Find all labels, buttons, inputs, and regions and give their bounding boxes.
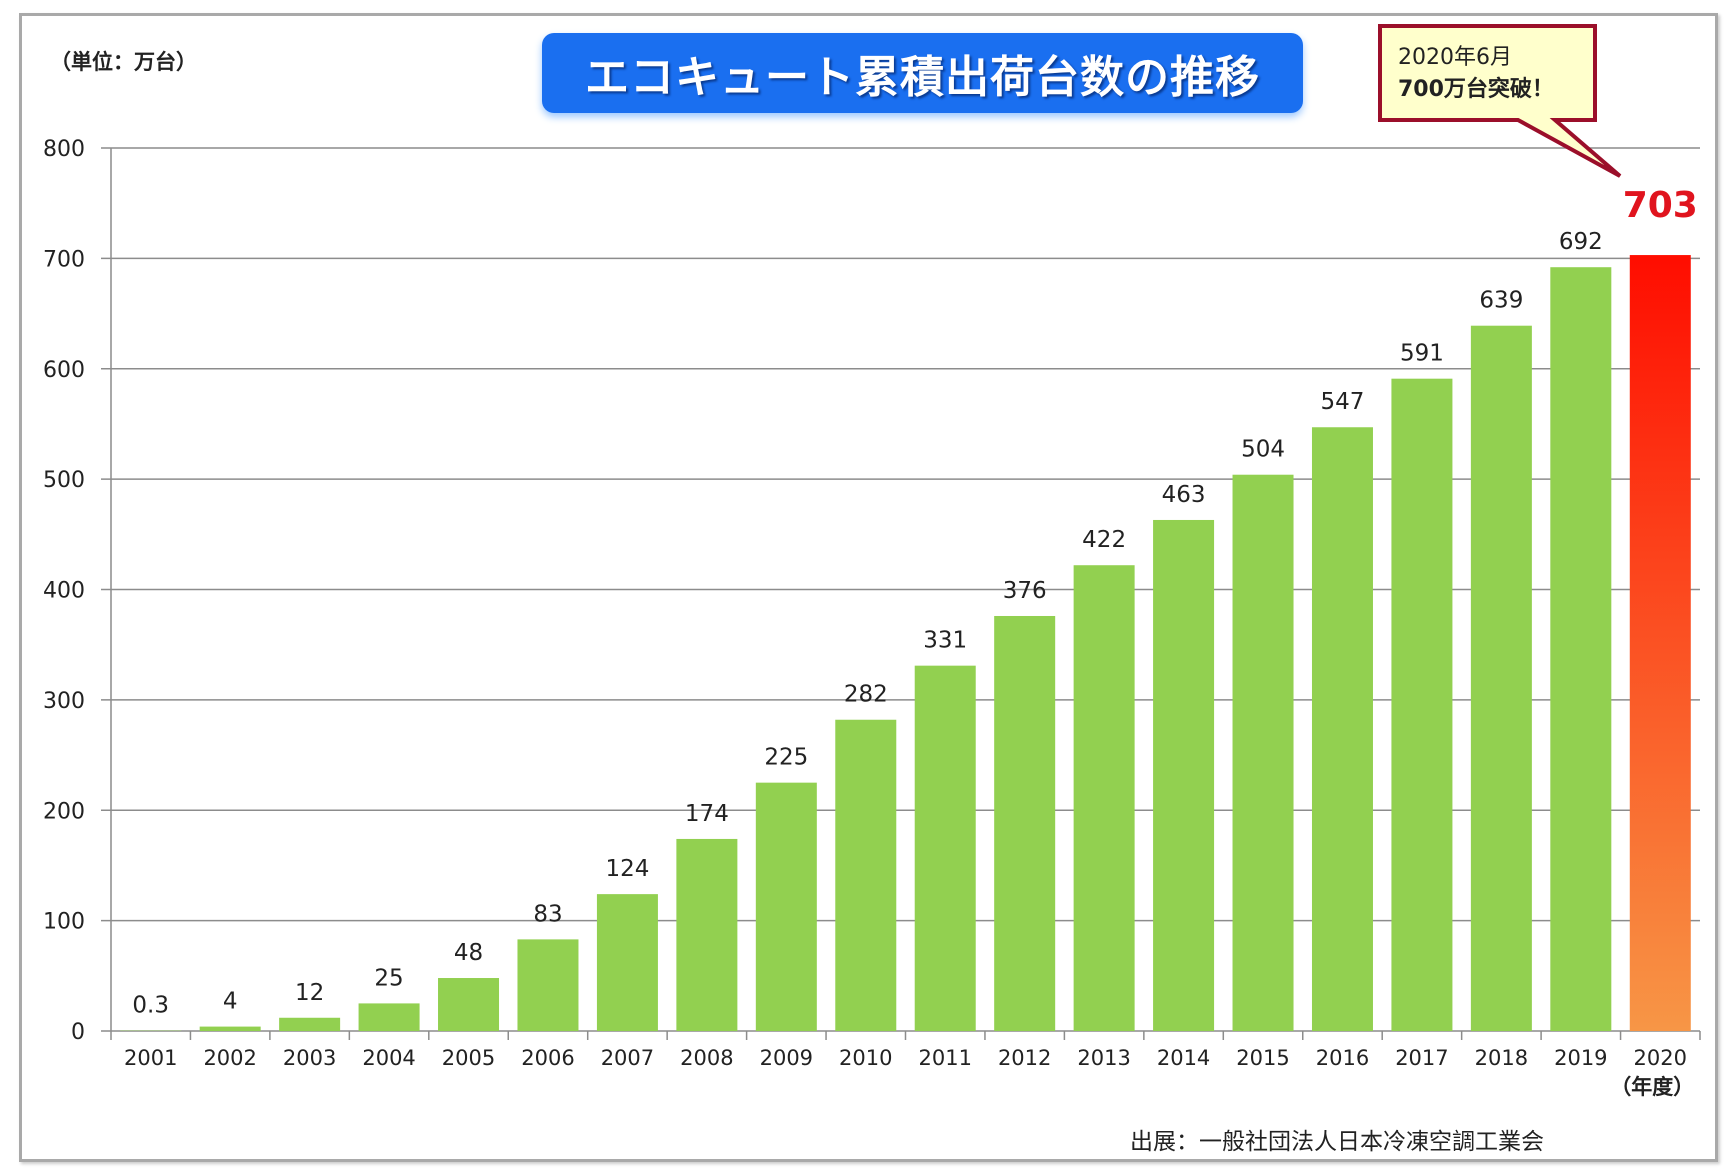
bar-2010 <box>835 719 897 1031</box>
x-tick-label: 2018 <box>1475 1046 1528 1070</box>
x-tick-label: 2017 <box>1395 1046 1448 1070</box>
x-tick-label: 2010 <box>839 1046 892 1070</box>
bar-2007 <box>596 894 658 1031</box>
callout-box <box>1378 24 1622 178</box>
value-label: 422 <box>1082 527 1126 553</box>
unit-label: （単位：万台） <box>50 50 197 74</box>
bar-2008 <box>676 838 738 1031</box>
x-tick-label: 2008 <box>680 1046 733 1070</box>
x-axis-label: （年度） <box>1610 1075 1694 1099</box>
bar-2013 <box>1073 565 1135 1031</box>
x-tick-label: 2003 <box>283 1046 336 1070</box>
y-tick-label: 100 <box>43 910 85 935</box>
bar-2009 <box>755 782 817 1031</box>
bar-2004 <box>358 1003 420 1031</box>
x-tick-label: 2016 <box>1316 1046 1369 1070</box>
bar-2012 <box>994 615 1056 1031</box>
x-tick-label: 2011 <box>918 1046 971 1070</box>
value-label: 25 <box>374 965 403 991</box>
bar-2014 <box>1153 519 1215 1031</box>
value-label: 12 <box>295 980 324 1006</box>
x-tick-label: 2006 <box>521 1046 574 1070</box>
x-tick-label: 2004 <box>362 1046 415 1070</box>
value-label-highlight: 703 <box>1623 185 1698 226</box>
y-tick-label: 0 <box>71 1020 85 1045</box>
bar-2018 <box>1470 325 1532 1031</box>
bar-2015 <box>1232 474 1294 1032</box>
y-tick-label: 600 <box>43 358 85 383</box>
value-label: 83 <box>533 901 562 927</box>
x-tick-label: 2007 <box>601 1046 654 1070</box>
x-tick-label: 2020 <box>1634 1046 1687 1070</box>
y-tick-label: 700 <box>43 247 85 272</box>
value-label: 504 <box>1241 437 1285 463</box>
x-tick-label: 2013 <box>1077 1046 1130 1070</box>
value-label: 0.3 <box>132 993 169 1019</box>
value-label: 48 <box>454 940 483 966</box>
value-label: 4 <box>223 989 238 1015</box>
value-label: 124 <box>605 856 649 882</box>
value-label: 376 <box>1003 578 1047 604</box>
value-label: 225 <box>764 745 808 771</box>
bar-2016 <box>1311 427 1373 1031</box>
bar-2017 <box>1391 378 1453 1032</box>
bar-2003 <box>279 1017 341 1031</box>
chart-title: エコキュート累積出荷台数の推移 <box>542 33 1303 113</box>
bar-2005 <box>438 978 500 1031</box>
y-tick-label: 300 <box>43 689 85 714</box>
callout-line1: 2020年6月 <box>1398 45 1512 70</box>
x-tick-label: 2015 <box>1236 1046 1289 1070</box>
value-label: 547 <box>1321 389 1365 415</box>
bar-2011 <box>914 665 976 1031</box>
value-label: 692 <box>1559 229 1603 255</box>
y-tick-label: 500 <box>43 468 85 493</box>
value-label: 282 <box>844 682 888 708</box>
value-label: 331 <box>923 628 967 654</box>
x-tick-label: 2005 <box>442 1046 495 1070</box>
callout-line2: 700万台突破！ <box>1398 76 1554 102</box>
x-tick-label: 2009 <box>760 1046 813 1070</box>
bar-2006 <box>517 939 579 1031</box>
source-note: 出展：一般社団法人日本冷凍空調工業会 <box>1130 1129 1544 1155</box>
chart-frame <box>19 13 1718 1162</box>
value-label: 174 <box>685 801 729 827</box>
x-tick-label: 2001 <box>124 1046 177 1070</box>
bar-2019 <box>1550 267 1612 1032</box>
value-label: 639 <box>1479 288 1523 314</box>
bar-2002 <box>199 1026 261 1031</box>
x-tick-label: 2019 <box>1554 1046 1607 1070</box>
value-label: 463 <box>1162 482 1206 508</box>
value-label: 591 <box>1400 341 1444 367</box>
x-tick-label: 2002 <box>203 1046 256 1070</box>
y-tick-label: 200 <box>43 799 85 824</box>
y-tick-label: 400 <box>43 579 85 604</box>
y-tick-label: 800 <box>43 137 85 162</box>
bar-2020 <box>1629 255 1691 1032</box>
x-tick-label: 2012 <box>998 1046 1051 1070</box>
x-tick-label: 2014 <box>1157 1046 1210 1070</box>
